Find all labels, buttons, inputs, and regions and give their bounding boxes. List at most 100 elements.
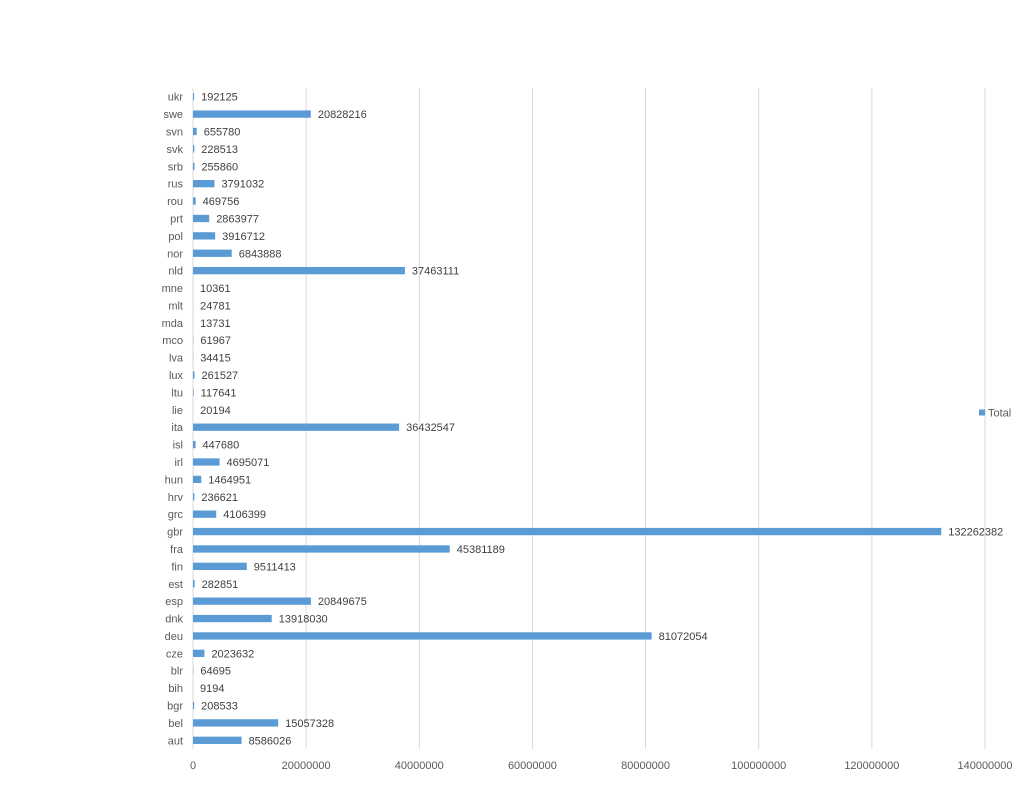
category-label: rus	[168, 179, 184, 191]
data-label: 8586026	[249, 735, 292, 747]
category-label: fra	[170, 544, 184, 556]
category-label: bgr	[167, 701, 183, 713]
x-tick-label: 140000000	[957, 760, 1012, 772]
data-label: 255860	[201, 161, 238, 173]
bar	[193, 214, 210, 223]
category-label: est	[168, 579, 183, 591]
category-label: fin	[171, 561, 183, 573]
bar	[193, 440, 196, 449]
data-label: 3791032	[221, 179, 264, 191]
data-label: 2863977	[216, 213, 259, 225]
x-tick-label: 0	[190, 760, 196, 772]
bar	[193, 475, 202, 484]
data-label: 24781	[200, 300, 231, 312]
category-label: pol	[168, 231, 183, 243]
data-label: 469756	[203, 196, 240, 208]
bar	[193, 632, 652, 640]
category-label: deu	[165, 631, 183, 643]
category-label: hrv	[168, 492, 184, 504]
bar	[193, 527, 942, 536]
bar	[193, 701, 195, 710]
bar	[193, 249, 232, 257]
category-label: nld	[168, 266, 183, 278]
bar	[193, 127, 197, 136]
category-label: cze	[166, 648, 183, 660]
bar	[193, 736, 242, 744]
bar	[193, 580, 195, 588]
bar	[193, 110, 311, 118]
bar	[193, 458, 220, 466]
bar	[193, 180, 215, 188]
data-label: 261527	[201, 370, 238, 382]
category-label: svk	[167, 144, 184, 156]
data-label: 64695	[200, 666, 231, 678]
data-label: 2023632	[211, 648, 254, 660]
category-label: mlt	[168, 300, 183, 312]
bar	[193, 562, 247, 571]
category-label: prt	[170, 213, 183, 225]
data-label: 15057328	[285, 718, 334, 730]
category-label: mda	[162, 318, 184, 330]
bar	[193, 371, 195, 379]
legend-swatch-total	[979, 409, 985, 416]
category-label: mne	[162, 283, 183, 295]
data-label: 228513	[201, 144, 238, 156]
data-label: 1464951	[208, 474, 251, 486]
data-label: 4695071	[227, 457, 270, 469]
data-label: 20828216	[318, 109, 367, 121]
bar	[193, 162, 195, 170]
category-label: srb	[168, 161, 183, 173]
x-tick-label: 20000000	[282, 760, 331, 772]
bar	[193, 388, 194, 397]
data-label: 447680	[203, 440, 240, 452]
bar	[193, 493, 195, 501]
data-label: 13731	[200, 318, 231, 330]
bar	[193, 232, 216, 240]
category-label: gbr	[167, 527, 183, 539]
category-label: bih	[168, 683, 183, 695]
data-label: 9511413	[254, 561, 296, 573]
category-label: dnk	[165, 614, 183, 626]
x-tick-label: 120000000	[844, 760, 899, 772]
data-label: 117641	[201, 387, 237, 399]
x-tick-label: 40000000	[395, 760, 444, 772]
data-label: 6843888	[239, 248, 282, 260]
data-label: 236621	[201, 492, 238, 504]
data-label: 132262382	[948, 527, 1003, 539]
bar	[193, 510, 217, 518]
data-label: 45381189	[457, 544, 505, 556]
category-label: grc	[168, 509, 184, 521]
value-labels: 8586026 15057328 208533 9194 64695 2023632 810…	[200, 92, 1003, 748]
data-label: 282851	[202, 579, 239, 591]
bar	[193, 145, 195, 153]
data-label: 20194	[200, 405, 231, 417]
category-label: esp	[165, 596, 183, 608]
x-tick-label: 80000000	[621, 760, 670, 772]
x-tick-label: 100000000	[731, 760, 786, 772]
legend-label-total: Total	[988, 408, 1011, 420]
data-label: 13918030	[279, 614, 328, 626]
data-label: 37463111	[412, 266, 459, 278]
category-label: ukr	[168, 92, 184, 104]
grid-lines	[192, 88, 986, 749]
data-label: 208533	[201, 701, 238, 713]
bar	[193, 614, 272, 623]
data-label: 61967	[200, 335, 231, 347]
data-label: 34415	[200, 353, 231, 365]
category-labels: aut bel bgr bih blr cze deu dnk esp est fin fra gbr g…	[162, 92, 184, 748]
category-label: ltu	[171, 387, 183, 399]
data-label: 655780	[204, 126, 241, 138]
data-label: 4106399	[223, 509, 266, 521]
data-label: 81072054	[659, 631, 708, 643]
data-label: 36432547	[406, 422, 455, 434]
category-label: aut	[168, 735, 183, 747]
category-label: mco	[162, 335, 183, 347]
category-label: lie	[172, 405, 183, 417]
data-label: 9194	[200, 683, 224, 695]
bar	[193, 545, 450, 553]
category-label: blr	[171, 666, 184, 678]
category-label: rou	[167, 196, 183, 208]
bar	[193, 719, 279, 727]
category-label: bel	[168, 718, 183, 730]
